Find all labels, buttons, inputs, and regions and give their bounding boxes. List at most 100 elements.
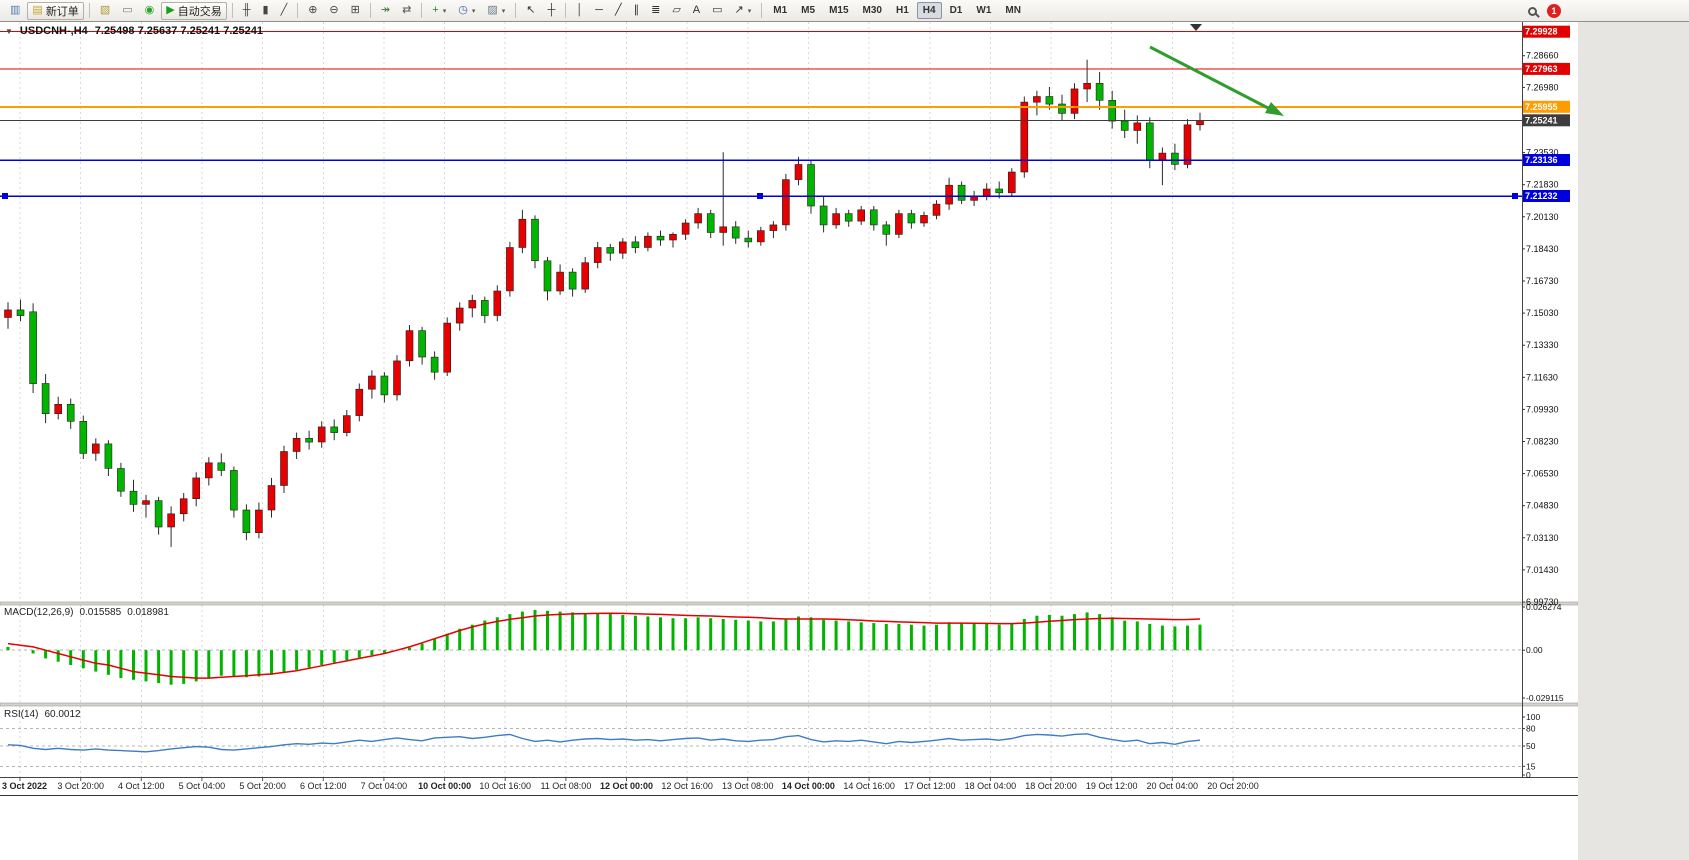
trend-arrow-line[interactable]	[1149, 45, 1269, 110]
bar-chart-button[interactable]: ╫	[238, 2, 256, 20]
candle-body	[581, 262, 590, 290]
candle-body	[568, 271, 577, 290]
chart-shift-button[interactable]: ⇄	[397, 2, 416, 20]
timeframe-mn-button[interactable]: MN	[1005, 5, 1021, 16]
candle-body	[480, 300, 489, 316]
selection-handle[interactable]	[757, 193, 763, 199]
search-icon[interactable]	[1528, 6, 1537, 16]
selection-handle[interactable]	[2, 193, 8, 199]
candle-body	[794, 164, 803, 180]
macd-signal-line	[7, 612, 1201, 679]
timeframe-d1-button[interactable]: D1	[949, 5, 963, 16]
candle-body	[142, 500, 150, 505]
candlestick-chart-button[interactable]: ▮	[258, 2, 274, 20]
vertical-line-button[interactable]: │	[571, 2, 588, 20]
price-level-badge	[1523, 25, 1570, 38]
add-indicator-button[interactable]: + ▾	[427, 2, 451, 20]
time-axis-label: 13 Oct 08:00	[722, 781, 774, 791]
text-label-icon: ▭	[712, 4, 723, 16]
time-axis-label: 5 Oct 20:00	[239, 781, 286, 791]
workspace-empty-area	[1578, 22, 1689, 860]
price-axis-label: 7.28660	[1526, 51, 1559, 61]
price-axis-label: 7.15030	[1526, 308, 1559, 318]
zoom-in-button[interactable]: ⊕	[303, 2, 322, 20]
profiles-button[interactable]: ▧	[95, 2, 115, 20]
candle-body	[305, 437, 313, 443]
new-order-button-button[interactable]: ▤ 新订单	[27, 1, 84, 20]
print-button[interactable]: ▭	[117, 2, 137, 20]
arrows-tool-button[interactable]: ↗ ▾	[730, 2, 757, 20]
timeframe-h1-button[interactable]: H1	[895, 5, 909, 16]
cursor-button[interactable]: ↖	[521, 2, 540, 20]
tile-windows-button[interactable]: ⊞	[346, 2, 365, 20]
auto-trading-button-button-label: 自动交易	[177, 5, 222, 18]
horizontal-line-button[interactable]: ─	[590, 2, 608, 20]
time-axis-label: 20 Oct 20:00	[1207, 781, 1259, 791]
timeframe-m1-button[interactable]: M1	[773, 5, 788, 16]
selection-handle[interactable]	[1512, 193, 1518, 199]
candle-body	[694, 213, 702, 224]
trend-arrow-head[interactable]	[1265, 102, 1284, 116]
crosshair-button[interactable]: ┼	[543, 2, 561, 20]
price-axis-label: 7.09930	[1526, 404, 1559, 414]
candle-body	[970, 196, 978, 201]
auto-trading-button-button[interactable]: ▶ 自动交易	[161, 1, 227, 20]
shapes-button[interactable]: ▱	[667, 2, 685, 20]
timeframe-m15-button[interactable]: M15	[829, 5, 849, 16]
timeframe-m30-button[interactable]: M30	[862, 5, 882, 16]
price-level-badge-text: 7.25955	[1525, 102, 1558, 112]
candle-body	[129, 490, 138, 505]
community-button[interactable]: ◉	[140, 2, 160, 20]
candle-body	[230, 470, 238, 511]
candle-body	[1033, 96, 1041, 103]
candle-body	[782, 179, 790, 226]
auto-scroll-button[interactable]: ↠	[376, 2, 395, 20]
macd-rsi-divider[interactable]	[0, 702, 1578, 707]
chart-canvas[interactable]: 6.99730 7.01430 7.03130 7.04830 7.06530 7.082…	[0, 22, 1578, 797]
new-chart-button[interactable]: ▥	[5, 2, 25, 20]
timeframe-m5-button[interactable]: M5	[801, 5, 816, 16]
window-bottom-area	[0, 797, 1578, 860]
candle-body	[405, 330, 414, 362]
fibonacci-button[interactable]: ≣	[646, 2, 665, 20]
chart-shift-marker[interactable]	[1190, 24, 1202, 31]
periods-button[interactable]: ◷ ▾	[453, 2, 480, 20]
price-axis-label: 7.21830	[1526, 180, 1559, 190]
text-button[interactable]: A	[688, 2, 705, 20]
candle-body	[857, 209, 866, 222]
candle-body	[543, 260, 552, 292]
time-axis-label: 18 Oct 04:00	[965, 781, 1017, 791]
line-chart-button[interactable]: ╱	[276, 2, 293, 20]
candle-body	[593, 247, 602, 263]
zoom-out-button[interactable]: ⊖	[324, 2, 343, 20]
tile-windows-icon: ⊞	[350, 4, 360, 16]
candle-body	[1171, 152, 1179, 165]
price-axis[interactable]	[1523, 22, 1578, 777]
time-axis-label: 17 Oct 12:00	[904, 781, 956, 791]
timeframe-w1-button[interactable]: W1	[976, 5, 992, 16]
horizontal-line-icon: ─	[595, 4, 603, 16]
shapes-icon: ▱	[672, 4, 681, 16]
price-axis-label: 7.11630	[1526, 372, 1558, 382]
templates-button[interactable]: ▨ ▾	[482, 2, 510, 20]
candle-body	[342, 415, 351, 433]
trendline-button[interactable]: ╱	[610, 2, 627, 20]
time-axis-label: 3 Oct 2022	[2, 781, 47, 791]
price-axis-label: 7.08230	[1526, 437, 1559, 447]
candle-body	[731, 226, 740, 239]
candle-body	[819, 205, 828, 226]
rsi-axis-label: 0	[1526, 770, 1531, 780]
notification-badge[interactable]: 1	[1547, 4, 1561, 18]
timeframe-h4-button[interactable]: H4	[916, 2, 942, 19]
toolbar-separator	[88, 3, 90, 18]
main-macd-divider[interactable]	[0, 601, 1578, 606]
price-level-badge-text: 7.25241	[1525, 115, 1558, 125]
text-label-button[interactable]: ▭	[707, 2, 727, 20]
channel-button[interactable]: ∥	[629, 2, 645, 20]
rsi-axis-label: 15	[1526, 761, 1536, 771]
candlestick-chart-icon: ▮	[262, 4, 269, 16]
candle-body	[945, 184, 953, 205]
time-axis-label: 12 Oct 16:00	[661, 781, 713, 791]
time-axis-label: 14 Oct 16:00	[843, 781, 895, 791]
rsi-axis-label: 100	[1526, 712, 1540, 722]
